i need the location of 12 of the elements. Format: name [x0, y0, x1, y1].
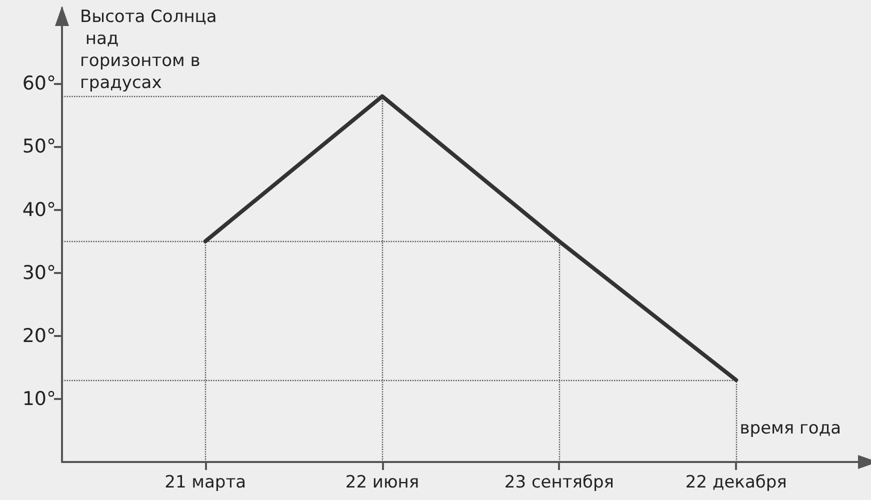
x-tick-label: 23 сентября — [504, 472, 614, 492]
x-tick-label: 22 декабря — [685, 472, 787, 492]
y-axis-title: Высота Солнца над горизонтом в градусах — [80, 7, 217, 93]
y-tick-label: 10° — [22, 388, 56, 410]
y-tick-label: 40° — [22, 198, 56, 221]
y-tick-label: 20° — [22, 324, 56, 347]
y-tick-label: 30° — [22, 262, 56, 284]
y-tick-label: 60° — [22, 72, 56, 95]
x-tick-label: 22 июня — [345, 472, 420, 492]
y-tick-label: 50° — [22, 136, 56, 158]
x-axis-title: время года — [740, 418, 842, 438]
x-tick-label: 21 марта — [164, 472, 246, 492]
